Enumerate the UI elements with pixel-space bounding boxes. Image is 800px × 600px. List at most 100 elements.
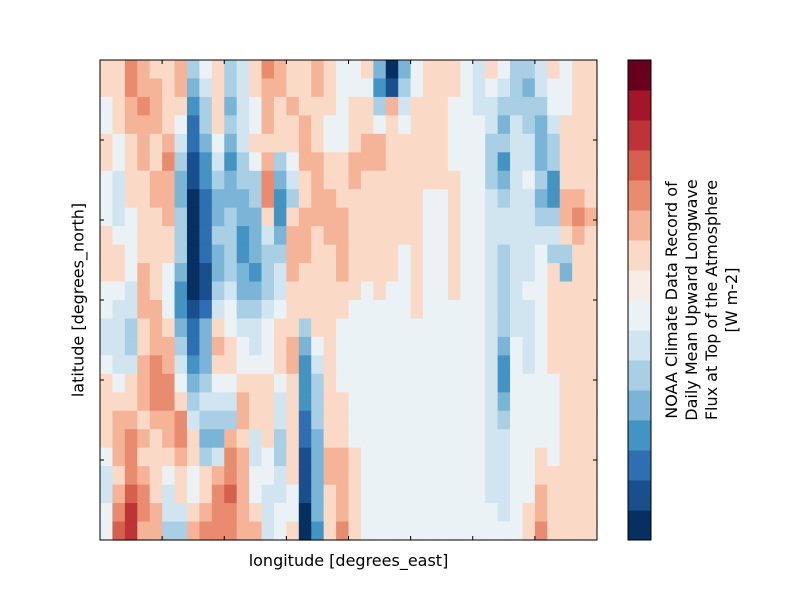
heatmap-cell — [522, 373, 536, 393]
heatmap-cell — [447, 466, 461, 486]
heatmap-cell — [584, 373, 598, 393]
heatmap-cell — [348, 318, 362, 338]
heatmap-cell — [398, 226, 412, 246]
heatmap-cell — [522, 207, 536, 227]
heatmap-cell — [311, 60, 325, 80]
heatmap-cell — [348, 207, 362, 227]
heatmap-cell — [100, 336, 114, 356]
heatmap-cell — [485, 281, 499, 301]
heatmap-cell — [323, 484, 337, 504]
heatmap-cell — [398, 189, 412, 209]
heatmap-cell — [249, 189, 263, 209]
heatmap-cell — [460, 226, 474, 246]
heatmap-cell — [261, 503, 275, 523]
heatmap-cell — [460, 355, 474, 375]
heatmap-cell — [124, 263, 138, 283]
heatmap-cell — [510, 429, 524, 449]
heatmap-cell — [323, 503, 337, 523]
heatmap-cell — [236, 429, 250, 449]
heatmap-cell — [186, 263, 201, 283]
heatmap-cell — [410, 318, 424, 338]
heatmap-cell — [472, 96, 486, 116]
colorbar-segment — [628, 360, 651, 391]
heatmap-cell — [584, 392, 598, 412]
heatmap-cell — [360, 60, 374, 80]
heatmap-cell — [584, 466, 598, 486]
heatmap-cell — [100, 133, 114, 153]
heatmap-cell — [336, 447, 350, 467]
heatmap-cell — [348, 355, 362, 375]
heatmap-cell — [510, 300, 524, 320]
heatmap-cell — [112, 263, 126, 283]
heatmap-cell — [522, 152, 536, 172]
heatmap-cell — [497, 429, 511, 449]
heatmap-cell — [472, 226, 486, 246]
heatmap-cell — [224, 429, 238, 449]
heatmap-cell — [273, 96, 287, 116]
heatmap-cell — [410, 373, 424, 393]
heatmap-cell — [124, 170, 138, 190]
heatmap-cell — [584, 170, 598, 190]
heatmap-cell — [162, 96, 176, 116]
heatmap-cell — [112, 410, 126, 430]
heatmap-cell — [385, 503, 399, 523]
heatmap-cell — [149, 133, 163, 153]
heatmap-cell — [373, 521, 387, 541]
heatmap-cell — [423, 466, 437, 486]
heatmap-cell — [273, 521, 287, 541]
heatmap-cell — [398, 152, 412, 172]
heatmap-cell — [236, 484, 250, 504]
heatmap-cell — [236, 318, 250, 338]
heatmap-cell — [472, 392, 486, 412]
heatmap-cell — [522, 484, 536, 504]
heatmap-cell — [162, 133, 176, 153]
heatmap-cell — [410, 115, 424, 135]
heatmap-cell — [373, 281, 387, 301]
heatmap-cell — [423, 226, 437, 246]
heatmap-cell — [572, 392, 586, 412]
heatmap-cell — [398, 410, 412, 430]
heatmap-cell — [124, 189, 138, 209]
heatmap-cell — [162, 336, 176, 356]
heatmap-cell — [423, 96, 437, 116]
heatmap-cell — [385, 170, 399, 190]
heatmap-cell — [261, 281, 275, 301]
heatmap-cell — [199, 373, 213, 393]
heatmap-cell — [510, 484, 524, 504]
heatmap-cell — [124, 78, 138, 98]
heatmap-cell — [261, 300, 275, 320]
heatmap-cell — [460, 429, 474, 449]
heatmap-cell — [547, 484, 561, 504]
heatmap-cell — [510, 281, 524, 301]
heatmap-cell — [435, 300, 449, 320]
heatmap-cell — [385, 226, 399, 246]
heatmap-cell — [348, 300, 362, 320]
heatmap-cell — [385, 263, 399, 283]
heatmap-cell — [398, 300, 412, 320]
heatmap-cell — [447, 96, 461, 116]
heatmap-cell — [485, 78, 499, 98]
heatmap-cell — [348, 447, 362, 467]
heatmap-cell — [149, 503, 163, 523]
heatmap-cell — [261, 244, 275, 264]
heatmap-cell — [584, 115, 598, 135]
heatmap-cell — [323, 281, 337, 301]
heatmap-cell — [510, 133, 524, 153]
heatmap-cell — [211, 78, 225, 98]
heatmap-cell — [323, 336, 337, 356]
heatmap-cell — [559, 300, 573, 320]
heatmap-cell — [410, 484, 424, 504]
heatmap-cell — [199, 392, 213, 412]
heatmap-cell — [510, 503, 524, 523]
heatmap-cell — [224, 466, 238, 486]
heatmap-cell — [410, 410, 424, 430]
heatmap-cell — [410, 263, 424, 283]
heatmap-cell — [199, 355, 213, 375]
heatmap-cell — [497, 189, 511, 209]
heatmap-cell — [435, 429, 449, 449]
heatmap-cell — [559, 152, 573, 172]
heatmap-cell — [423, 355, 437, 375]
heatmap-cell — [186, 244, 201, 264]
heatmap-cell — [485, 189, 499, 209]
heatmap-cell — [186, 96, 201, 116]
